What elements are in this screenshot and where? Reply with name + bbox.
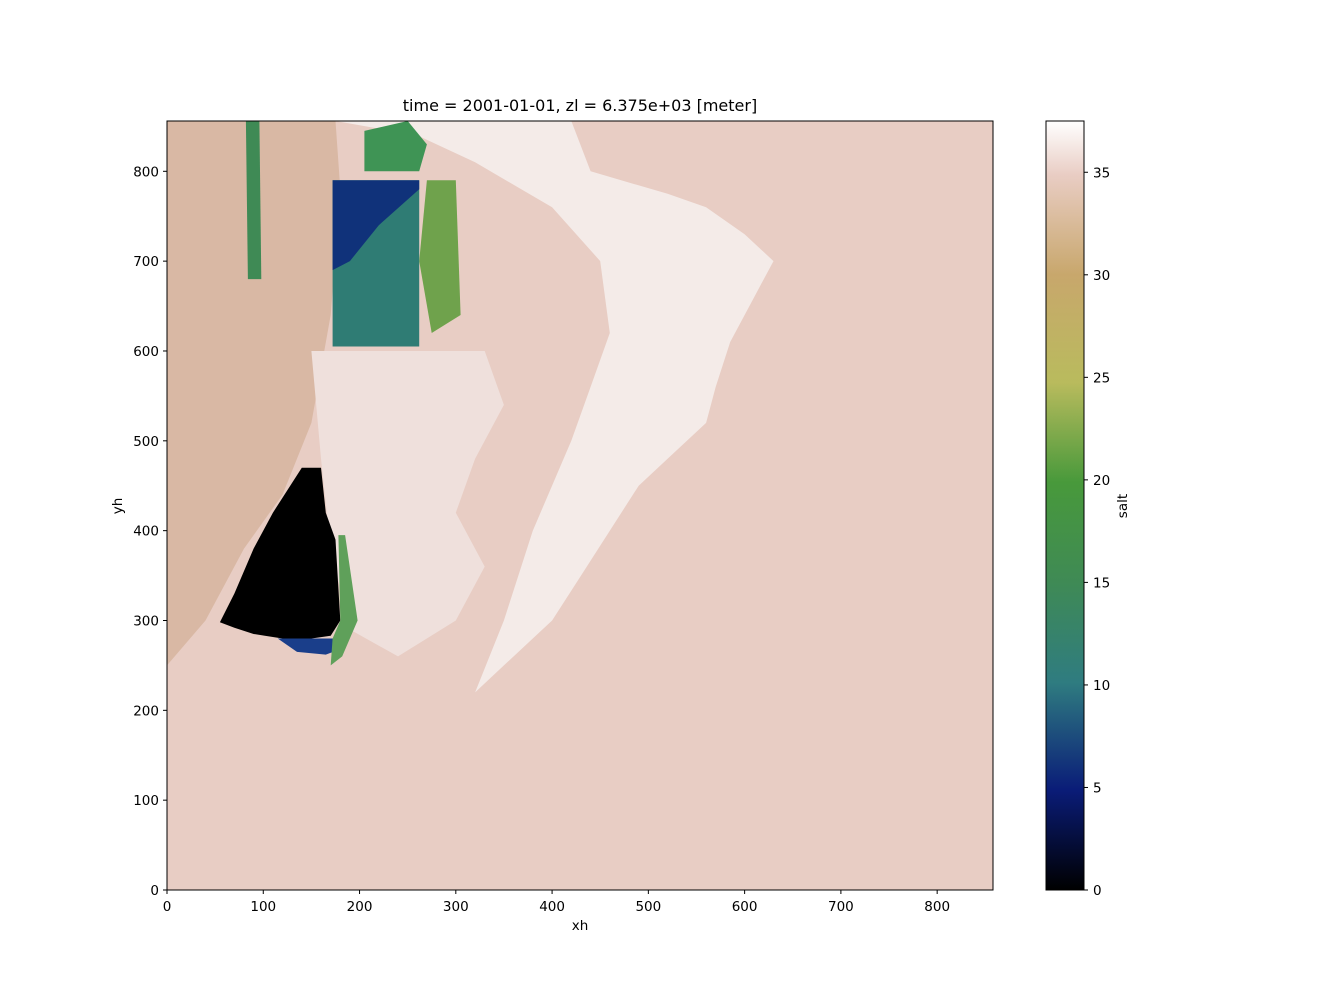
plot-frame [166,120,994,891]
region-lagoon-edge-green [330,535,358,666]
colorbar-tick-label: 5 [1093,780,1102,796]
y-tick-label: 400 [133,524,159,540]
x-axis-label: xh [572,918,589,934]
colorbar-label: salt [1115,494,1131,518]
region-inlet-deep-blue [332,180,420,271]
y-tick-label: 500 [133,434,159,450]
y-axis-label: yh [110,498,126,515]
y-tick-label: 0 [150,883,159,899]
x-tick-label: 0 [163,899,172,915]
region-lagoon-fresh [219,467,341,639]
y-tick-label: 200 [133,703,159,719]
colorbar-tick-label: 15 [1093,575,1110,591]
y-tick-label: 700 [133,254,159,270]
colorbar-tick-label: 35 [1093,165,1110,181]
x-tick-label: 500 [635,899,661,915]
colorbar-tick-label: 0 [1093,883,1102,899]
y-tick-label: 800 [133,164,159,180]
x-tick-label: 200 [347,899,373,915]
chart-title: time = 2001-01-01, zl = 6.375e+03 [meter… [403,96,757,115]
colorbar-ticks: 0 5 10 15 20 25 30 35 [1084,165,1110,899]
x-tick-label: 700 [828,899,854,915]
region-inlet-green-band [245,121,262,280]
x-tick-label: 800 [924,899,950,915]
colorbar-tick-label: 25 [1093,370,1110,386]
colorbar-tick-label: 10 [1093,678,1110,694]
x-tick-label: 100 [250,899,276,915]
heatmap-regions [167,121,774,693]
region-inlet-green-upper [419,180,461,333]
region-coastal-fresh-zone [335,121,774,693]
x-tick-label: 400 [539,899,565,915]
colorbar-tick-label: 20 [1093,473,1110,489]
colorbar-gradient [1045,120,1085,891]
colorbar: 0 5 10 15 20 25 30 35 salt [1045,120,1131,899]
plot-area: 0 100 200 300 400 500 600 700 800 0 100 200 300 400 5… [133,120,994,915]
x-tick-label: 600 [732,899,758,915]
x-axis-ticks: 0 100 200 300 400 500 600 700 800 [163,890,950,915]
y-tick-label: 600 [133,344,159,360]
region-western-shelf [167,121,341,666]
y-axis-ticks: 0 100 200 300 400 500 600 700 800 [133,164,167,899]
y-tick-label: 100 [133,793,159,809]
colorbar-tick-label: 30 [1093,268,1110,284]
region-lagoon-edge-blue [277,638,346,655]
x-tick-label: 300 [443,899,469,915]
y-tick-label: 300 [133,613,159,629]
region-inlet-green-top [364,121,427,172]
region-nearshore-band [311,351,504,657]
